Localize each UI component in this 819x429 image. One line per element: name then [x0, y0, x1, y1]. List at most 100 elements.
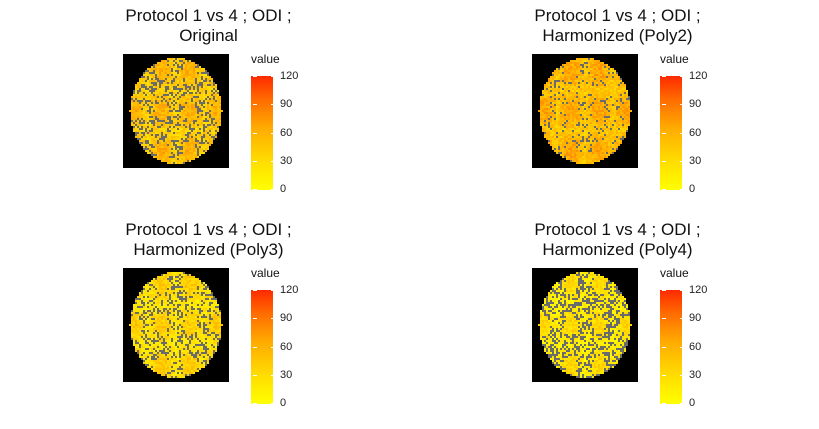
voxel	[175, 272, 177, 274]
voxel	[598, 128, 600, 130]
voxel	[578, 118, 580, 120]
voxel	[215, 322, 217, 324]
voxel	[616, 136, 618, 138]
voxel	[183, 86, 185, 88]
voxel	[173, 320, 175, 322]
voxel	[560, 148, 562, 150]
voxel	[217, 116, 219, 118]
legend-tick-label: 90	[689, 98, 702, 110]
voxel	[157, 102, 159, 104]
voxel	[167, 280, 169, 282]
voxel	[197, 140, 199, 142]
voxel	[556, 114, 558, 116]
voxel	[179, 128, 181, 130]
voxel	[600, 126, 602, 128]
voxel	[173, 294, 175, 296]
voxel	[574, 158, 576, 160]
voxel	[211, 116, 213, 118]
voxel	[173, 310, 175, 312]
voxel	[143, 312, 145, 314]
voxel	[141, 318, 143, 320]
voxel	[157, 144, 159, 146]
voxel	[191, 126, 193, 128]
voxel	[580, 128, 582, 130]
voxel	[568, 98, 570, 100]
voxel	[181, 282, 183, 284]
voxel	[183, 272, 185, 274]
legend-title: value	[660, 52, 689, 66]
voxel	[576, 144, 578, 146]
voxel	[596, 146, 598, 148]
voxel	[616, 132, 618, 134]
voxel	[624, 108, 626, 110]
voxel	[205, 84, 207, 86]
voxel	[568, 128, 570, 130]
voxel	[203, 312, 205, 314]
voxel	[580, 74, 582, 76]
voxel	[560, 152, 562, 154]
voxel	[203, 116, 205, 118]
voxel	[586, 148, 588, 150]
voxel	[145, 294, 147, 296]
voxel	[133, 312, 135, 314]
voxel	[568, 106, 570, 108]
voxel	[149, 318, 151, 320]
voxel	[175, 288, 177, 290]
voxel	[147, 330, 149, 332]
voxel	[175, 322, 177, 324]
voxel	[177, 286, 179, 288]
voxel	[161, 160, 163, 162]
voxel	[215, 108, 217, 110]
voxel	[616, 118, 618, 120]
voxel	[169, 154, 171, 156]
voxel	[157, 156, 159, 158]
voxel	[145, 324, 147, 326]
voxel	[199, 112, 201, 114]
voxel	[169, 92, 171, 94]
voxel	[187, 320, 189, 322]
voxel	[201, 122, 203, 124]
voxel	[602, 116, 604, 118]
voxel	[195, 142, 197, 144]
voxel	[175, 132, 177, 134]
voxel	[149, 148, 151, 150]
voxel	[167, 294, 169, 296]
voxel	[560, 114, 562, 116]
voxel	[141, 298, 143, 300]
voxel	[195, 86, 197, 88]
voxel	[596, 86, 598, 88]
voxel	[578, 62, 580, 64]
voxel	[171, 302, 173, 304]
voxel	[614, 96, 616, 98]
voxel	[177, 290, 179, 292]
voxel	[169, 142, 171, 144]
voxel	[610, 146, 612, 148]
voxel	[181, 310, 183, 312]
voxel	[159, 104, 161, 106]
voxel	[201, 144, 203, 146]
voxel	[219, 112, 221, 114]
voxel	[195, 84, 197, 86]
voxel	[189, 106, 191, 108]
voxel	[590, 142, 592, 144]
voxel	[197, 282, 199, 284]
voxel	[197, 156, 199, 158]
voxel	[213, 90, 215, 92]
voxel	[586, 116, 588, 118]
voxel	[139, 138, 141, 140]
voxel	[578, 112, 580, 114]
voxel	[141, 106, 143, 108]
voxel	[171, 66, 173, 68]
voxel	[189, 82, 191, 84]
voxel	[211, 314, 213, 316]
voxel	[199, 310, 201, 312]
voxel	[207, 146, 209, 148]
voxel	[209, 294, 211, 296]
voxel	[191, 78, 193, 80]
voxel	[618, 92, 620, 94]
voxel	[171, 272, 173, 274]
voxel	[177, 104, 179, 106]
voxel	[580, 98, 582, 100]
voxel	[199, 144, 201, 146]
voxel	[145, 116, 147, 118]
